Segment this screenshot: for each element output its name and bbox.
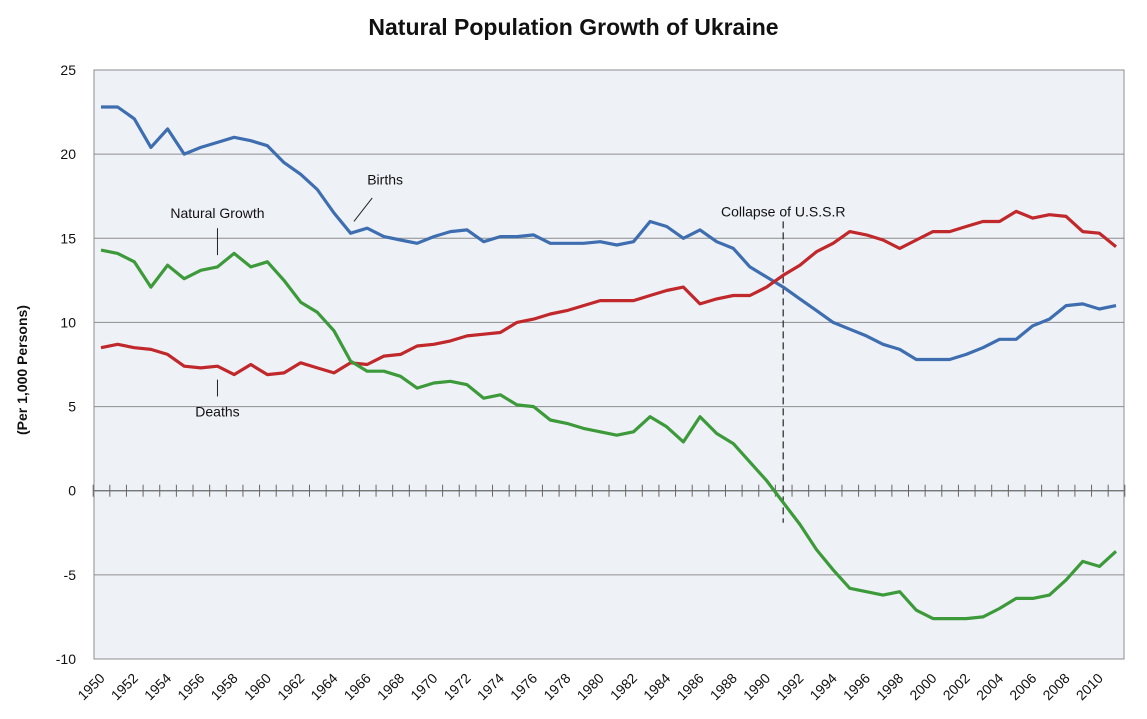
annotations: Births Natural Growth Deaths Collapse of U.… (170, 171, 845, 419)
x-tick-label: 1952 (108, 670, 141, 703)
x-tick-label: 1984 (640, 670, 673, 703)
x-tick-label: 1990 (740, 670, 773, 703)
annotation-label: Natural Growth (170, 205, 264, 221)
x-tick-labels: 1950 1952 1954 1956 1958 1960 1962 1964 1966 1968… (74, 670, 1106, 703)
x-tick-label: 1980 (574, 670, 607, 703)
series-group (100, 105, 1118, 621)
series-deaths (100, 209, 1118, 377)
plot-area (93, 69, 1125, 660)
y-tick-label: 0 (68, 483, 76, 499)
annotation-label: Collapse of U.S.S.R (721, 203, 846, 219)
x-tick-label: 1960 (241, 670, 274, 703)
y-tick-label: 20 (60, 146, 76, 162)
x-tick-label: 1950 (74, 670, 107, 703)
x-tick-label: 2000 (906, 670, 939, 703)
x-tick-label: 1992 (773, 670, 806, 703)
series-births (101, 105, 1117, 362)
x-tick-label: 1986 (673, 670, 706, 703)
x-tick-label: 2002 (940, 670, 973, 703)
x-tick-label: 1996 (840, 670, 873, 703)
series-natural-growth (100, 248, 1118, 621)
x-tick-label: 1966 (341, 670, 374, 703)
gridlines (94, 153, 1124, 576)
y-tick-label: -5 (64, 567, 77, 583)
zero-axis (92, 484, 1126, 497)
x-tick-label: 1978 (540, 670, 573, 703)
annotation-label: Deaths (195, 404, 239, 420)
y-tick-labels: 25 20 15 10 5 0 -5 -10 (56, 62, 76, 667)
y-tick-label: 5 (68, 399, 76, 415)
x-tick-label: 1982 (607, 670, 640, 703)
x-tick-label: 2008 (1039, 670, 1072, 703)
annotation-label: Births (367, 171, 403, 187)
y-tick-label: 10 (60, 314, 76, 330)
x-tick-label: 2006 (1006, 670, 1039, 703)
x-tick-label: 2010 (1073, 670, 1106, 703)
y-tick-label: 25 (60, 62, 76, 78)
x-tick-label: 1998 (873, 670, 906, 703)
x-tick-label: 1954 (141, 670, 174, 703)
x-tick-label: 1994 (806, 670, 839, 703)
x-tick-label: 1958 (207, 670, 240, 703)
chart-title: Natural Population Growth of Ukraine (368, 14, 779, 40)
x-tick-label: 1964 (307, 670, 340, 703)
x-tick-label: 1970 (407, 670, 440, 703)
y-tick-label: -10 (56, 651, 76, 667)
annotation-leader (353, 197, 373, 222)
x-tick-label: 1962 (274, 670, 307, 703)
x-tick-label: 1974 (474, 670, 507, 703)
y-tick-label: 15 (60, 230, 76, 246)
x-tick-label: 1972 (440, 670, 473, 703)
x-tick-label: 1968 (374, 670, 407, 703)
x-tick-label: 1956 (174, 670, 207, 703)
x-tick-label: 1988 (707, 670, 740, 703)
x-tick-label: 1976 (507, 670, 540, 703)
x-tick-label: 2004 (973, 670, 1006, 703)
